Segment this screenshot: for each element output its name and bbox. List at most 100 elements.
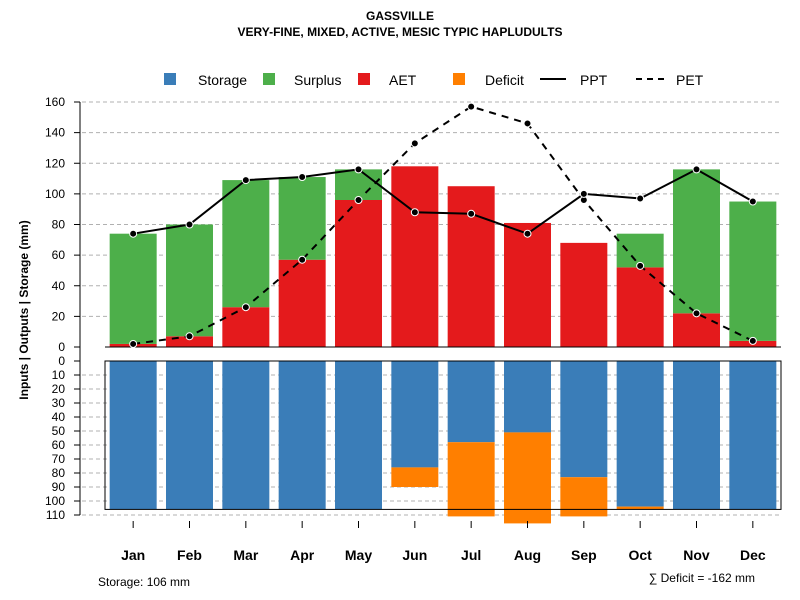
- x-tick-label: Nov: [683, 547, 710, 563]
- aet-bar: [616, 267, 664, 347]
- y-tick-label: 0: [58, 340, 65, 354]
- legend-deficit-label: Deficit: [485, 72, 524, 88]
- pet-point: [241, 303, 250, 312]
- storage-bar: [335, 361, 382, 510]
- y-tick-label: 80: [52, 466, 66, 480]
- x-axis: Jan Feb Mar Apr May Jun Jul Aug Sep Oct Nov Dec: [121, 521, 766, 563]
- y-tick-label: 20: [52, 382, 66, 396]
- x-tick-label: Aug: [514, 547, 541, 563]
- y-axis-label: Inputs | Outputs | Storage (mm): [17, 220, 31, 399]
- y-tick-label: 100: [45, 187, 65, 201]
- ppt-point: [241, 176, 250, 185]
- y-tick-label: 30: [52, 396, 66, 410]
- ppt-point: [185, 220, 194, 229]
- y-tick-label: 160: [45, 95, 65, 109]
- legend-ppt-label: PPT: [580, 72, 608, 88]
- storage-bar: [504, 361, 551, 433]
- pet-point: [748, 336, 757, 345]
- storage-bar: [391, 361, 439, 468]
- ppt-point: [636, 194, 645, 203]
- pet-point: [467, 102, 476, 111]
- aet-bar: [504, 222, 551, 347]
- storage-bar: [109, 361, 157, 510]
- aet-bar: [391, 166, 439, 347]
- pet-line: [133, 105, 754, 345]
- ppt-point: [354, 165, 363, 174]
- x-tick-label: Sep: [571, 547, 597, 563]
- pet-point: [692, 309, 701, 318]
- y-tick-label: 110: [46, 508, 65, 522]
- aet-bar: [673, 313, 720, 347]
- storage-capacity-frame: [104, 360, 782, 510]
- surplus-bar: [729, 201, 777, 341]
- legend-storage-swatch: [164, 73, 176, 85]
- storage-bar: [166, 361, 213, 510]
- legend: Storage Surplus AET Deficit PPT PET: [164, 72, 704, 88]
- ppt-point: [410, 208, 419, 217]
- legend-storage-label: Storage: [198, 72, 247, 88]
- legend-pet-label: PET: [676, 72, 704, 88]
- storage-footnote: Storage: 106 mm: [98, 575, 190, 589]
- y-tick-label: 50: [52, 424, 66, 438]
- chart-subtitle: VERY-FINE, MIXED, ACTIVE, MESIC TYPIC HA…: [238, 25, 563, 39]
- pet-point: [298, 255, 307, 264]
- y-tick-label: 70: [52, 452, 66, 466]
- deficit-bar: [391, 467, 439, 487]
- legend-aet-label: AET: [389, 72, 417, 88]
- x-tick-label: Mar: [233, 547, 258, 563]
- x-tick-label: Oct: [628, 547, 652, 563]
- legend-deficit-swatch: [453, 73, 465, 85]
- legend-aet-swatch: [358, 73, 370, 85]
- y-tick-label: 40: [52, 410, 66, 424]
- deficit-bar: [504, 432, 551, 524]
- storage-bar: [447, 361, 495, 443]
- surplus-bar: [673, 169, 720, 314]
- x-tick-label: Apr: [290, 547, 315, 563]
- ppt-point: [692, 165, 701, 174]
- storage-bar: [729, 361, 777, 510]
- deficit-bar: [560, 477, 608, 517]
- pet-point: [636, 261, 645, 270]
- x-tick-label: Jan: [121, 547, 145, 563]
- bars: [109, 166, 777, 524]
- y-tick-label: 120: [45, 156, 65, 170]
- surplus-bar: [166, 224, 213, 337]
- ppt-point: [129, 229, 138, 238]
- storage-bar: [560, 361, 608, 478]
- y-tick-label: 40: [52, 279, 66, 293]
- aet-bar: [166, 336, 213, 347]
- lines: [129, 102, 757, 348]
- ppt-point: [467, 209, 476, 218]
- y-tick-label: 90: [52, 480, 66, 494]
- pet-point: [185, 332, 194, 341]
- deficit-bar: [447, 442, 495, 517]
- ppt-line: [133, 168, 754, 235]
- surplus-bar: [109, 233, 157, 344]
- y-tick-label: 60: [52, 438, 66, 452]
- y-tick-label: 0: [58, 354, 65, 368]
- x-tick-label: Jul: [461, 547, 481, 563]
- storage-frame: [104, 346, 782, 510]
- ppt-point: [748, 197, 757, 206]
- legend-surplus-label: Surplus: [294, 72, 341, 88]
- deficit-footnote: ∑ Deficit = -162 mm: [649, 571, 755, 585]
- y-tick-label: 10: [52, 368, 66, 382]
- ppt-point: [298, 173, 307, 182]
- pet-point: [354, 196, 363, 204]
- aet-bar: [278, 259, 326, 347]
- storage-bar: [673, 361, 720, 510]
- aet-bar: [335, 200, 382, 347]
- storage-bar: [616, 361, 664, 507]
- chart-title: GASSVILLE: [366, 9, 434, 23]
- x-tick-label: Feb: [177, 547, 202, 563]
- surplus-bar: [278, 177, 326, 260]
- deficit-bar: [616, 506, 664, 510]
- surplus-bar: [616, 233, 664, 268]
- storage-bar: [222, 361, 270, 510]
- storage-bar: [278, 361, 326, 510]
- y-tick-label: 60: [52, 248, 66, 262]
- y-tick-label: 20: [52, 309, 66, 323]
- aet-bar: [560, 242, 608, 347]
- x-tick-label: Jun: [402, 547, 427, 563]
- surplus-bar: [222, 180, 270, 308]
